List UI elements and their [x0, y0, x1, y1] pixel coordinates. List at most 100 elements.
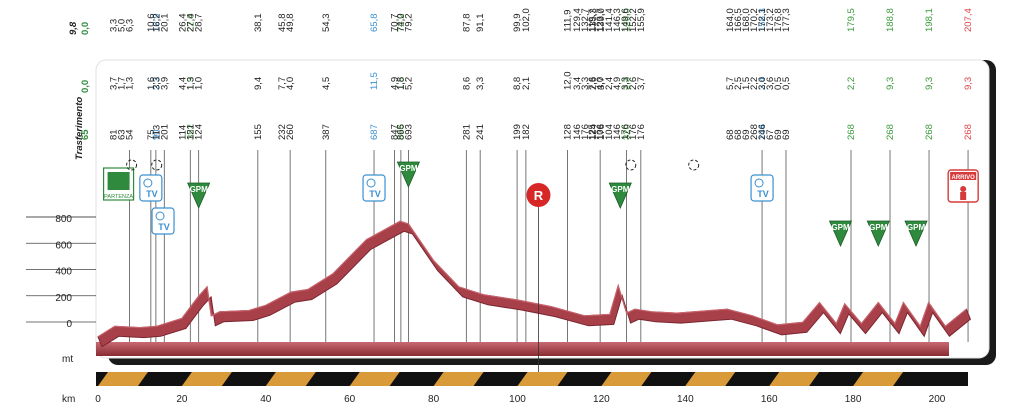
altitude-value: 246: [757, 124, 768, 140]
altitude-value: 176: [620, 124, 631, 140]
start-label: PARTENZA: [104, 194, 133, 200]
gpm-icon: [866, 220, 890, 247]
x-tick-label: 40: [260, 394, 272, 405]
tv-icon: [151, 207, 175, 235]
tv-label: TV: [369, 189, 381, 199]
partial-distance: 1,5: [741, 77, 752, 90]
gpm-label: GPM: [190, 185, 209, 194]
km-value: 49,8: [285, 14, 296, 33]
km-value: 38,1: [253, 14, 264, 33]
partial-distance: 12,0: [562, 72, 573, 91]
altitude-value: 69: [773, 129, 784, 140]
altitude-value: 81: [108, 129, 119, 140]
altitude-value: 90: [151, 129, 162, 140]
x-tick-label: 160: [761, 394, 778, 405]
partial-distance: 3,9: [159, 77, 170, 90]
km-value: 176,8: [773, 8, 784, 32]
km-value: 28,7: [194, 14, 205, 33]
altitude-value: 176: [636, 124, 647, 140]
km-bar-segment: [181, 372, 232, 386]
x-tick-label: 140: [677, 394, 694, 405]
km-bar-segment: [98, 372, 148, 386]
km-value: 72,2: [396, 14, 407, 33]
gpm-label: GPM: [611, 185, 630, 194]
altitude-value: 104: [757, 124, 768, 140]
partial-distance: 1,3: [186, 77, 197, 90]
tv-camera-icon: [143, 178, 153, 188]
km-value: 158,3: [757, 8, 768, 32]
km-value: 166,5: [733, 8, 744, 32]
km-value: 3,3: [108, 19, 119, 32]
altitude-value: 176: [580, 124, 591, 140]
gpm-icon: [396, 161, 421, 188]
x-tick-label: 100: [509, 394, 526, 405]
partial-distance: 4,0: [285, 77, 296, 90]
y-axis-title: mt: [62, 354, 73, 365]
partial-distance: 3,7: [108, 77, 119, 90]
altitude-value: 260: [285, 124, 296, 140]
finish-person-body-icon: [960, 192, 967, 200]
altitude-value: 176: [596, 124, 607, 140]
partial-distance: 3,6: [765, 77, 776, 90]
partial-distance: 4,9: [390, 77, 401, 90]
km-value: 26,4: [178, 14, 189, 33]
tv-label: TV: [158, 222, 170, 232]
tv-camera-icon: [155, 211, 165, 221]
partial-distance: 3,3: [475, 77, 486, 90]
km-value: 79,2: [403, 14, 414, 33]
altitude-value: 124: [194, 124, 205, 140]
checkpoint-numbers: 9,8 0,0Trasferimento0,0653,33,7815,01,763…: [68, 8, 974, 160]
header-top-start: 0,0: [80, 22, 91, 35]
partial-distance: 9,4: [253, 77, 264, 90]
km-value: 54,3: [321, 14, 332, 33]
tv-label: TV: [146, 189, 158, 199]
transfer-label: Trasferimento: [74, 97, 85, 160]
x-tick-label: 120: [593, 394, 610, 405]
partial-distance: 9,3: [924, 77, 935, 90]
partial-distance: 4,0: [595, 77, 606, 90]
partial-distance: 2,6: [628, 77, 639, 90]
partial-distance: 0,5: [773, 77, 784, 90]
km-value: 172,1: [757, 8, 768, 32]
partial-distance: 2,4: [604, 77, 615, 90]
km-value: 132,7: [580, 8, 591, 32]
header-bottom-start: 65: [80, 129, 91, 140]
km-value: 146,3: [612, 8, 623, 32]
km-value: 149,6: [620, 8, 631, 32]
partial-distance: 2,2: [846, 77, 857, 90]
partial-distance: 0,5: [781, 77, 792, 90]
altitude-value: 268: [924, 124, 935, 140]
altitude-value: 182: [521, 124, 532, 140]
partial-distance: 9,3: [885, 77, 896, 90]
km-value: 207,4: [963, 8, 974, 32]
km-value: 91,1: [475, 14, 486, 33]
partial-distance: 3,7: [596, 77, 607, 90]
y-tick-label: 0: [66, 319, 72, 330]
altitude-value: 75: [146, 129, 157, 140]
x-tick-label: 0: [95, 394, 101, 405]
y-axis: 0 200 400 600 800: [26, 214, 96, 330]
gpm-label: GPM: [399, 164, 418, 173]
altitude-value: 268: [885, 124, 896, 140]
gpm-label: GPM: [869, 223, 888, 232]
km-bar: 0 20 40 60 80 100 120 140 160 180 200: [95, 372, 968, 405]
partial-distance: 4,9: [612, 77, 623, 90]
gpm-icon: [904, 220, 928, 247]
partial-distance: 2,2: [749, 77, 760, 90]
km-value: 168,0: [741, 8, 752, 32]
altitude-value: 63: [116, 129, 127, 140]
km-bar-segment: [349, 372, 400, 386]
tv-label: TV: [757, 189, 769, 199]
altitude-value: 865: [395, 124, 406, 140]
km-value: 70,7: [390, 14, 401, 33]
feed-zone-icon: [526, 183, 551, 207]
x-tick-label: 200: [929, 394, 946, 405]
km-value: 5,0: [116, 19, 127, 32]
elevation-profile: [97, 220, 972, 348]
km-value: 119,7: [587, 9, 598, 32]
partial-distance: 3,7: [636, 77, 647, 90]
km-value: 6,3: [124, 19, 135, 32]
altitude-value: 176: [628, 124, 639, 140]
route-markers: PARTENZA TV TV GPM TV GPM R GPM TV GPM GPM GPM ARRIV…: [102, 159, 979, 380]
altitude-value: 106: [595, 124, 606, 140]
